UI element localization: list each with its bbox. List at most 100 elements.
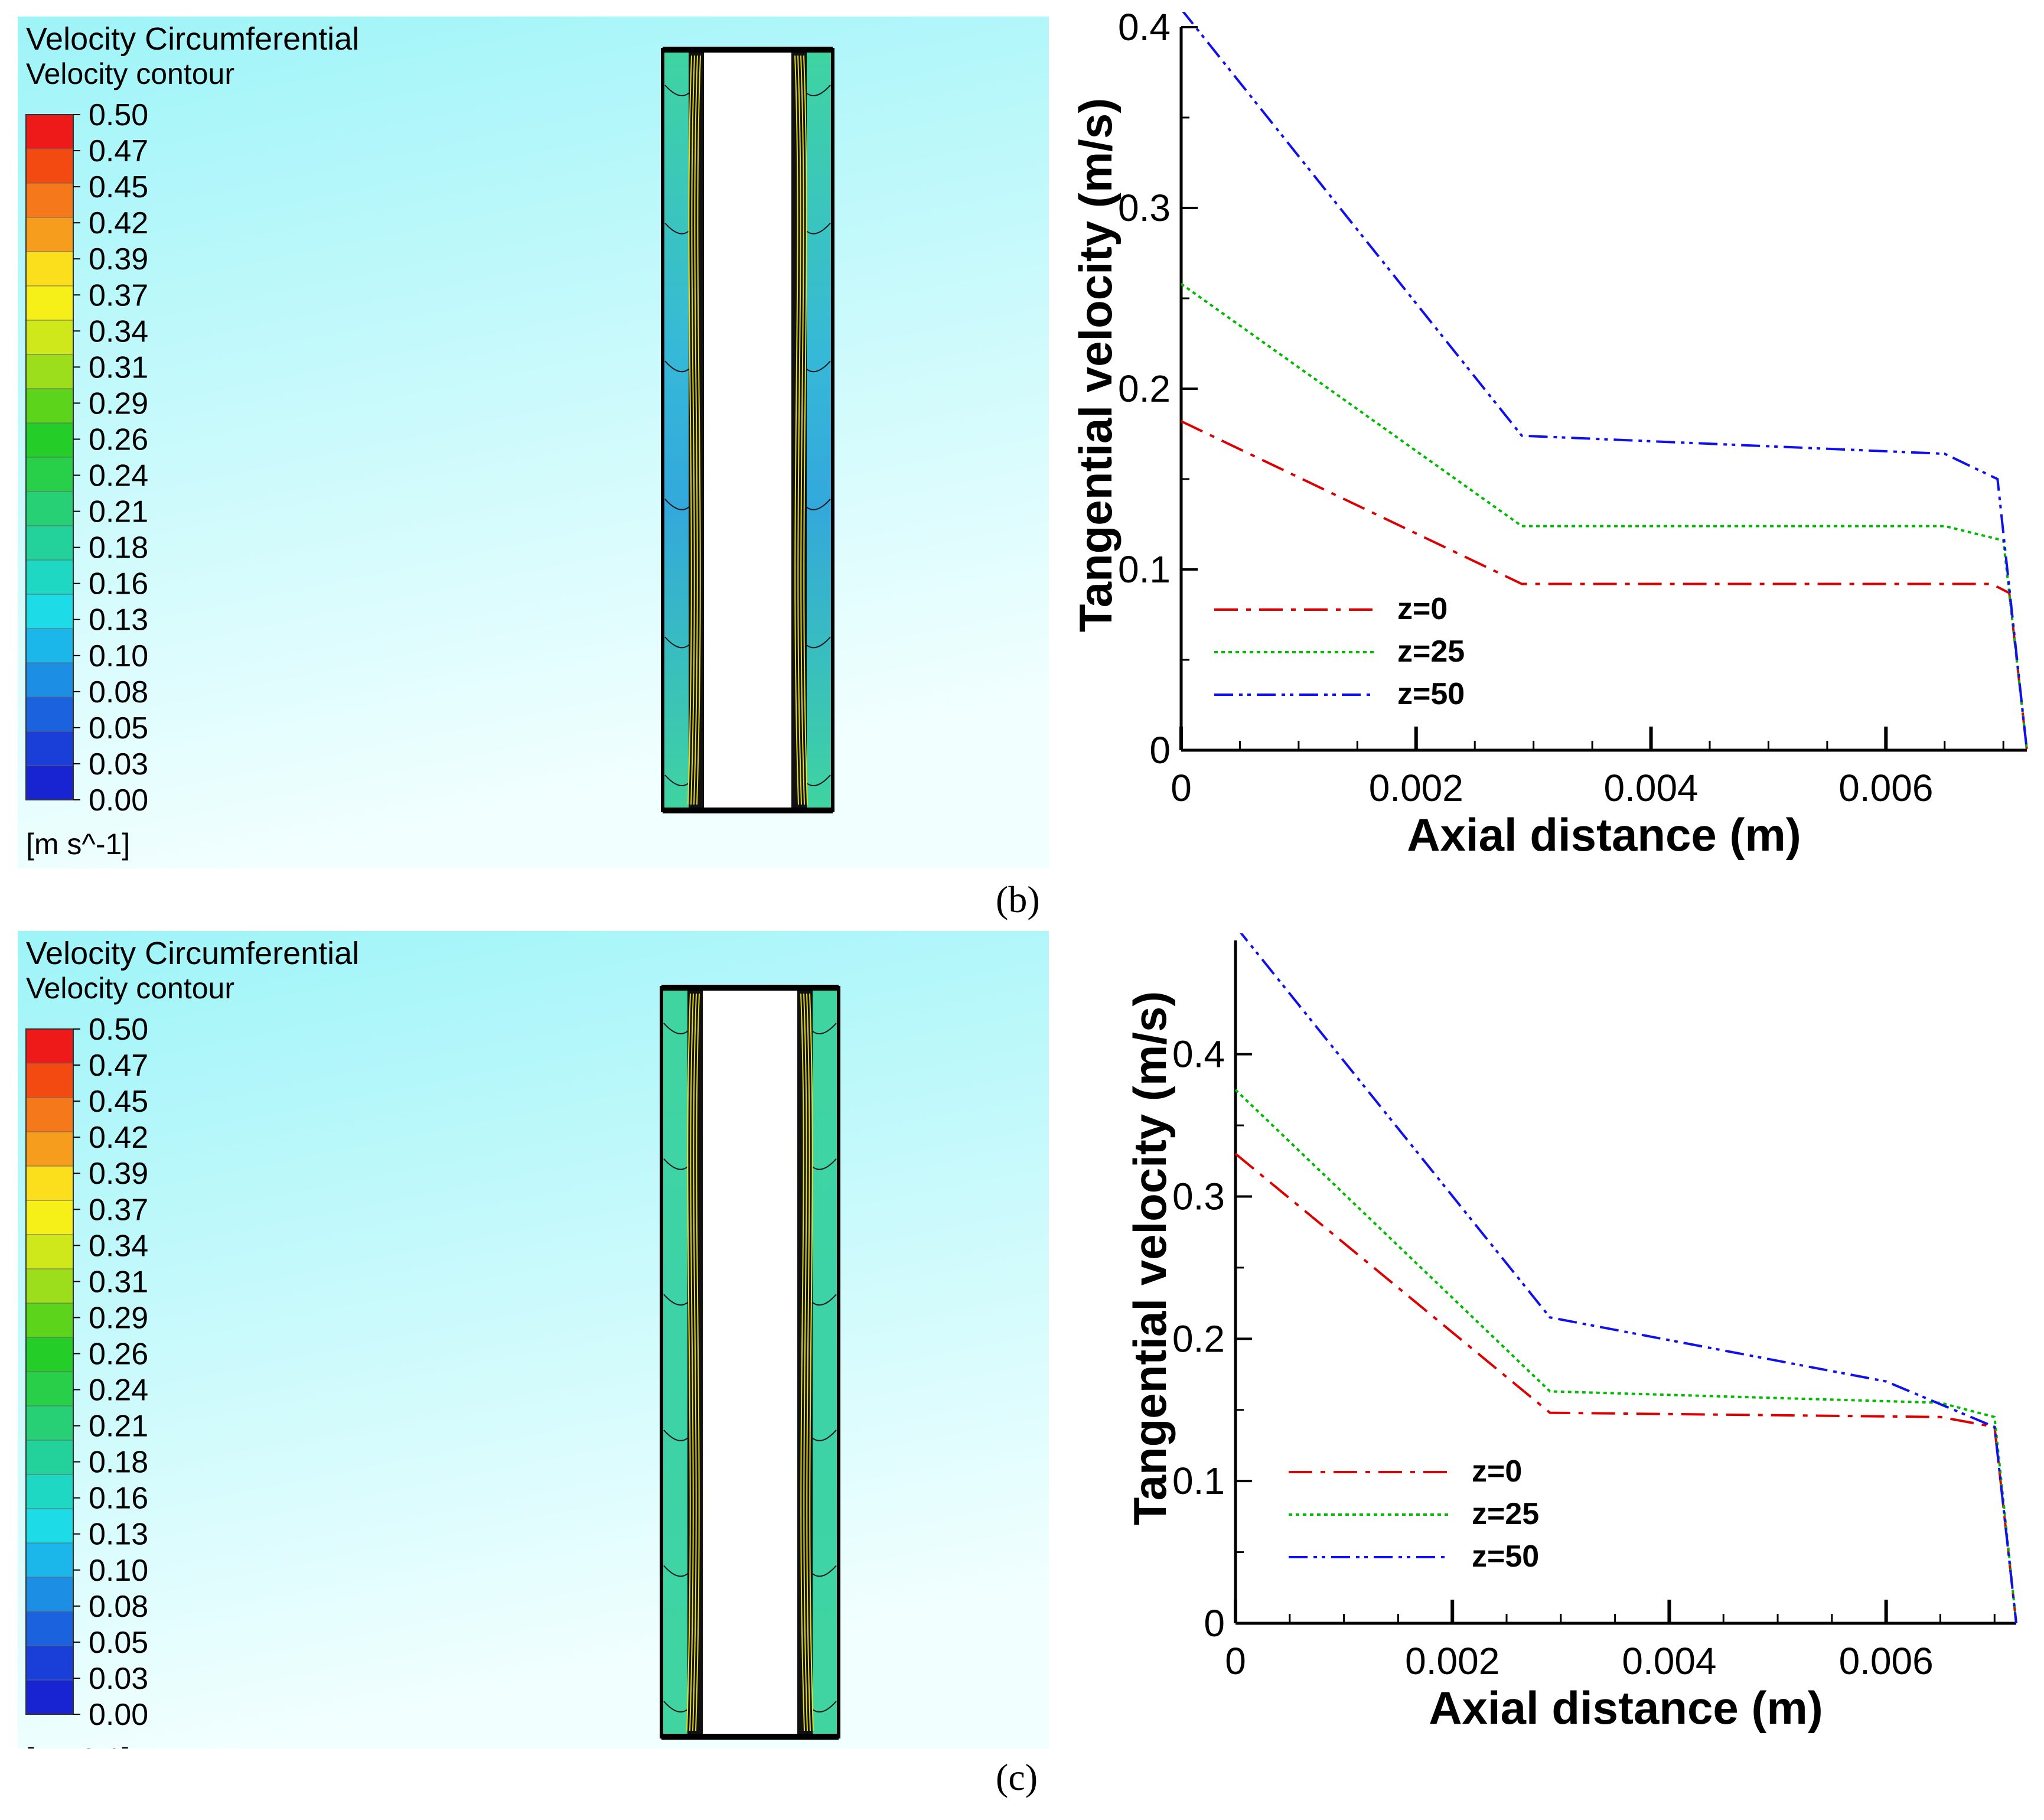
contour-line bbox=[804, 84, 831, 96]
series-line-z=0 bbox=[1234, 1152, 2017, 1624]
x-tick-label: 0.004 bbox=[1603, 767, 1698, 809]
colorbar-swatch bbox=[25, 1165, 74, 1201]
colorbar-swatch bbox=[25, 594, 74, 629]
colorbar-swatch bbox=[25, 114, 74, 149]
y-axis-label: Tangential velocity (m/s) bbox=[1070, 98, 1122, 632]
x-tick-label: 0.004 bbox=[1622, 1640, 1716, 1682]
colorbar-tick-label: 0.34 bbox=[89, 1229, 148, 1263]
legend-label: z=0 bbox=[1472, 1454, 1522, 1489]
colorbar-swatch bbox=[25, 559, 74, 595]
contour-line-yellow bbox=[686, 993, 691, 1731]
legend-label: z=50 bbox=[1397, 677, 1465, 711]
colorbar-swatch bbox=[25, 1200, 74, 1235]
contour-line bbox=[810, 1294, 837, 1306]
colorbar-swatch bbox=[25, 1679, 74, 1715]
line-chart-panel-b: 0 0.1 0.2 0.3 0.4 0 0.002 0.004 0.006 Axial dista… bbox=[1049, 6, 2041, 886]
x-tick-label: 0 bbox=[1225, 1640, 1246, 1682]
colorbar-frame bbox=[25, 1028, 74, 1715]
contour-line bbox=[664, 84, 692, 96]
contour-line-yellow bbox=[687, 55, 692, 805]
inner-cylinder bbox=[703, 988, 797, 1737]
colorbar-tick-label: 0.39 bbox=[89, 1157, 148, 1191]
contour-title: Velocity Circumferential bbox=[26, 936, 359, 971]
contour-line bbox=[810, 1565, 837, 1577]
colorbar-tick-label: 0.37 bbox=[89, 278, 148, 312]
colorbar-frame bbox=[25, 114, 74, 800]
contour-background bbox=[18, 931, 1049, 1749]
contour-line-yellow bbox=[806, 993, 811, 1731]
contour-line bbox=[804, 499, 831, 510]
contour-line bbox=[663, 1430, 690, 1441]
series-line-z=0 bbox=[1181, 420, 2028, 751]
colorbar-tick-label: 0.29 bbox=[89, 1301, 148, 1335]
colorbar-tick-label: 0.45 bbox=[89, 170, 148, 204]
contour-line bbox=[664, 499, 692, 510]
contour-line bbox=[663, 1294, 690, 1306]
colorbar-swatch bbox=[25, 1063, 74, 1098]
y-tick-label: 0.2 bbox=[1118, 367, 1171, 410]
y-tick-label: 0 bbox=[1204, 1602, 1225, 1645]
colorbar-tick-label: 0.00 bbox=[89, 1698, 148, 1732]
colorbar-swatch bbox=[25, 1234, 74, 1269]
colorbar-tick-label: 0.31 bbox=[89, 350, 148, 385]
colorbar-tick-label: 0.39 bbox=[89, 242, 148, 276]
x-tick-label: 0 bbox=[1171, 767, 1192, 809]
colorbar-swatch bbox=[25, 354, 74, 389]
line-chart-panel-c: 0 0.1 0.2 0.3 0.4 0 0.002 0.004 0.006 Axial dista… bbox=[1049, 925, 2041, 1772]
colorbar-tick-label: 0.47 bbox=[89, 1049, 148, 1083]
colorbar-tick-label: 0.42 bbox=[89, 206, 148, 240]
colorbar-swatch bbox=[25, 1611, 74, 1646]
contour-line-yellow bbox=[690, 55, 695, 805]
series-line-z=50 bbox=[1234, 925, 2017, 1624]
x-axis-label: Axial distance (m) bbox=[1429, 1682, 1823, 1734]
y-tick-label: 0.2 bbox=[1172, 1317, 1225, 1360]
contour-line bbox=[810, 1430, 837, 1441]
colorbar-swatch bbox=[25, 1268, 74, 1304]
colorbar-tick-label: 0.47 bbox=[89, 134, 148, 168]
legend-label: z=0 bbox=[1397, 592, 1448, 626]
colorbar-swatch bbox=[25, 1371, 74, 1406]
colorbar-tick-label: 0.50 bbox=[89, 98, 148, 132]
colorbar-tick-label: 0.10 bbox=[89, 639, 148, 673]
line-chart-b: 0 0.1 0.2 0.3 0.4 0 0.002 0.004 0.006 Axial dista… bbox=[1070, 6, 2028, 861]
colorbar-tick-label: 0.05 bbox=[89, 1626, 148, 1660]
colorbar-swatch bbox=[25, 422, 74, 458]
colorbar-swatch bbox=[25, 1405, 74, 1441]
colorbar-tick-label: 0.03 bbox=[89, 747, 148, 782]
colorbar-tick-label: 0.21 bbox=[89, 495, 148, 529]
contour-line bbox=[804, 360, 831, 373]
y-tick-label: 0.1 bbox=[1118, 548, 1171, 591]
y-tick-label: 0 bbox=[1149, 729, 1171, 771]
contour-background bbox=[18, 17, 1049, 868]
colorbar-tick-label: 0.13 bbox=[89, 1518, 148, 1552]
colorbar-swatch bbox=[25, 320, 74, 355]
colorbar-tick-label: 0.08 bbox=[89, 1590, 148, 1624]
contour-line-yellow bbox=[794, 55, 799, 805]
contour-line-yellow bbox=[693, 55, 698, 805]
colorbar-swatch bbox=[25, 491, 74, 526]
contour-line bbox=[664, 360, 692, 373]
colorbar-tick-label: 0.34 bbox=[89, 314, 148, 349]
contour-panel-c: Velocity Circumferential Velocity contour… bbox=[18, 931, 1049, 1775]
contour-line bbox=[810, 1023, 837, 1034]
colorbar-tick-label: 0.10 bbox=[89, 1554, 148, 1588]
colorbar-swatch bbox=[25, 662, 74, 698]
colorbar-swatch bbox=[25, 183, 74, 218]
contour-line-yellow bbox=[800, 55, 805, 805]
contour-line bbox=[664, 636, 692, 649]
contour-line-yellow bbox=[689, 993, 694, 1731]
colorbar-tick-label: 0.45 bbox=[89, 1085, 148, 1119]
colorbar-swatch bbox=[25, 217, 74, 252]
legend-label: z=50 bbox=[1472, 1539, 1539, 1574]
contour-line bbox=[804, 636, 831, 649]
contour-subtitle: Velocity contour bbox=[26, 972, 234, 1005]
colorbar-swatch bbox=[25, 525, 74, 561]
colorbar-swatch bbox=[25, 148, 74, 184]
x-axis-label: Axial distance (m) bbox=[1407, 809, 1801, 861]
colorbar-unit: [m s^-1] bbox=[26, 1742, 130, 1749]
contour-line-yellow bbox=[797, 55, 802, 805]
colorbar-tick-label: 0.21 bbox=[89, 1409, 148, 1444]
contour-panel-b: Velocity Circumferential Velocity contour… bbox=[18, 17, 1049, 868]
colorbar-swatch bbox=[25, 251, 74, 286]
